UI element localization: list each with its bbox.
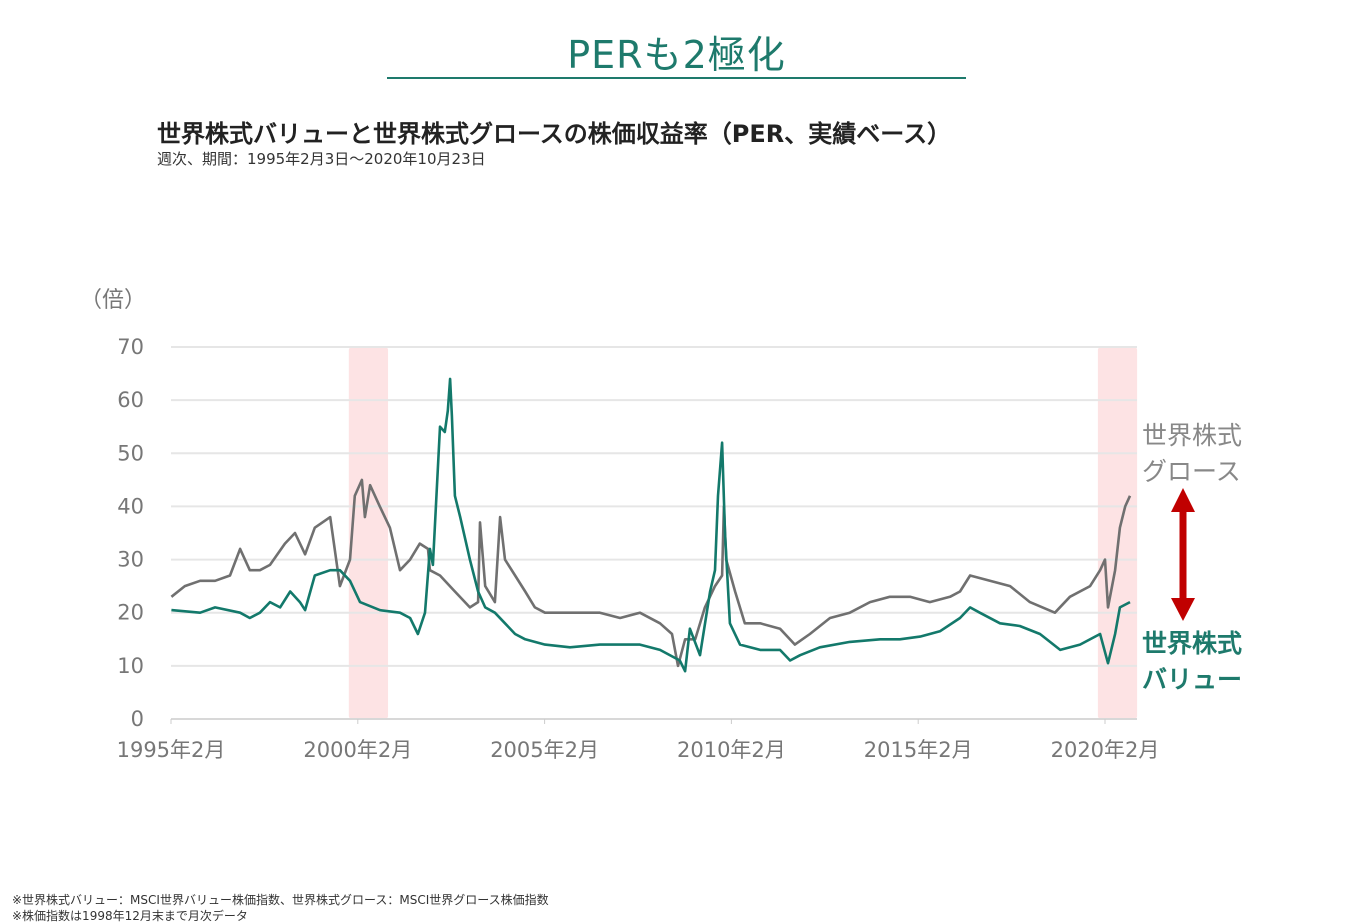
y-tick-label: 70	[117, 335, 144, 359]
y-tick-label: 0	[131, 707, 144, 731]
chart-title: 世界株式バリューと世界株式グロースの株価収益率（PER、実績ベース）	[157, 120, 952, 148]
y-tick-label: 10	[117, 654, 144, 678]
highlight-band	[348, 347, 389, 719]
footnote-1: ※世界株式バリュー：MSCI世界バリュー株価指数、世界株式グロース：MSCI世界…	[12, 893, 549, 907]
x-tick-label: 2005年2月	[490, 738, 599, 762]
y-tick-label: 50	[117, 441, 144, 465]
footnote-2: ※株価指数は1998年12月末まで月次データ	[12, 909, 248, 923]
x-tick-label: 2010年2月	[677, 738, 786, 762]
value-series-label: 世界株式 バリュー	[1142, 626, 1242, 698]
value-label-line2: バリュー	[1142, 665, 1243, 694]
spread-arrow-icon	[1171, 488, 1195, 621]
chart-subtitle: 週次、期間：1995年2月3日～2020年10月23日	[157, 150, 486, 168]
x-tick-label: 2000年2月	[303, 738, 412, 762]
x-tick-label: 2015年2月	[864, 738, 973, 762]
y-tick-label: 20	[117, 601, 144, 625]
y-tick-label: 60	[117, 388, 144, 412]
x-tick-label: 1995年2月	[117, 738, 226, 762]
value-series-line	[171, 377, 1131, 673]
growth-series-label: 世界株式 グロース	[1142, 418, 1242, 490]
y-tick-label: 30	[117, 548, 144, 572]
growth-label-line2: グロース	[1142, 457, 1241, 486]
y-tick-label: 40	[117, 494, 144, 518]
growth-label-line1: 世界株式	[1142, 421, 1243, 450]
slide-title: PERも2極化	[567, 33, 786, 77]
growth-series-line	[170, 478, 1132, 668]
highlight-band	[1097, 347, 1138, 719]
x-tick-label: 2020年2月	[1051, 738, 1160, 762]
title-underline	[387, 77, 966, 79]
value-label-line1: 世界株式	[1142, 629, 1243, 658]
y-axis-unit: （倍）	[80, 288, 147, 313]
